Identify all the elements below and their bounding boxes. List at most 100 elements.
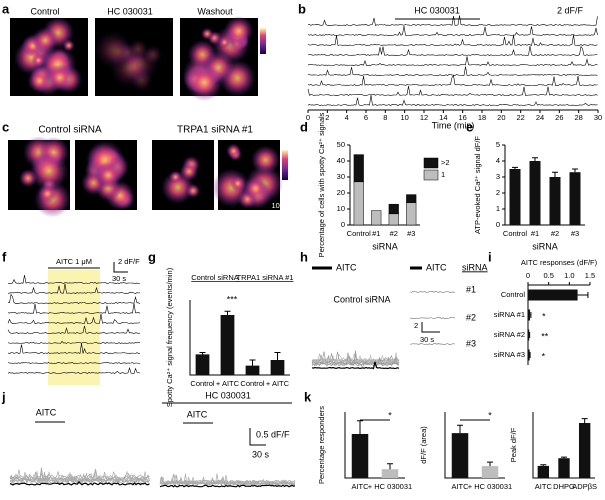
scale-label: 30 s <box>252 449 270 459</box>
x-axis-label: Time (min) <box>432 120 475 130</box>
scale-label: 2 dF/F <box>118 257 140 266</box>
row-label: #3 <box>466 338 476 348</box>
y-tick-label: 20 <box>337 188 345 197</box>
x-tick-label: 26 <box>555 113 563 122</box>
error-bar <box>457 424 463 434</box>
trace <box>7 325 141 334</box>
y-tick-label: 0 <box>341 220 345 229</box>
x-tick-label: 8 <box>383 113 387 122</box>
panel-letter: e <box>466 119 473 134</box>
trace <box>307 25 598 36</box>
trace <box>307 86 598 96</box>
bar <box>569 172 581 225</box>
x-tick-label: Control <box>503 229 528 238</box>
y-tick-label: 2 <box>496 188 500 197</box>
panel-letter: h <box>300 249 308 264</box>
x-tick-label: AITC <box>451 482 469 491</box>
y-axis-label: Peak dF/F <box>509 427 518 462</box>
y-tick-label: 4 <box>496 156 500 165</box>
trace <box>9 469 150 482</box>
bar <box>578 423 591 478</box>
trace <box>307 34 598 46</box>
cell-blob <box>179 162 199 181</box>
panel-letter: d <box>300 119 308 134</box>
trace <box>9 467 150 480</box>
trace <box>7 340 141 344</box>
x-tick-label: Control <box>240 379 265 388</box>
trace <box>7 293 141 304</box>
x-tick-label: #1 <box>531 229 539 238</box>
scale-bar <box>421 322 440 333</box>
cell-blob <box>31 53 46 68</box>
x-tick-label: + HC 030031 <box>468 482 512 491</box>
scale-label: 2 dF/F <box>557 5 584 15</box>
row-label: #2 <box>466 312 476 322</box>
x-tick-label: 4 <box>345 113 349 122</box>
bar <box>537 465 550 478</box>
panel-letter: g <box>148 249 156 264</box>
y-tick-label: 3 <box>496 172 500 181</box>
scale-bar <box>113 262 128 273</box>
scale-label: 0.5 dF/F <box>256 429 290 439</box>
scale-bar <box>249 428 266 446</box>
error-bar <box>572 168 578 173</box>
bar <box>220 315 235 375</box>
trace <box>307 56 598 66</box>
y-tick-label: 30 <box>337 172 345 181</box>
panel-letter: a <box>2 1 10 16</box>
y-tick-label: 0 <box>496 220 500 229</box>
x-tick-label: 12 <box>420 113 428 122</box>
x-tick-label: 14 <box>439 113 447 122</box>
bar-segment <box>371 210 382 226</box>
bar <box>549 177 561 225</box>
bar <box>529 161 541 225</box>
legend-swatch <box>423 157 439 169</box>
x-tick-label: 0 <box>306 113 310 122</box>
cell-blob <box>186 183 201 198</box>
scale-label: 20 μm <box>262 71 283 80</box>
drug-label: HC 030031 <box>414 5 460 15</box>
drug-label: HC 030031 <box>205 390 251 400</box>
error-bar <box>512 166 518 169</box>
y-axis-label: ATP-evoked Ca²⁺ signal dF/F <box>473 136 482 234</box>
x-tick-label: 20 <box>497 113 505 122</box>
legend-label: >2 <box>441 158 450 167</box>
bar <box>528 329 530 341</box>
y-axis-label: Percentage of cells with spotty Ca²⁺ sig… <box>317 112 326 257</box>
x-tick-label: + AITC <box>266 379 290 388</box>
x-axis-label: siRNA <box>532 241 558 251</box>
bar-segment <box>388 203 399 215</box>
trace <box>307 74 598 86</box>
trace <box>307 15 598 26</box>
y-axis-label: dF/F (area) <box>419 426 428 464</box>
x-tick-label: AITC <box>351 482 369 491</box>
error-bar <box>199 352 206 355</box>
group-label: siRNA <box>462 262 488 272</box>
x-tick-label: AITC <box>535 482 553 491</box>
panel-letter: j <box>1 389 6 404</box>
cell-blob <box>185 63 224 102</box>
x-tick-label: 6 <box>364 113 368 122</box>
annotation: ** <box>541 331 549 341</box>
y-tick-label: 50 <box>337 140 345 149</box>
x-tick-label: #2 <box>390 229 398 238</box>
stimulus-label: AITC <box>426 262 447 272</box>
group-label: Control siRNA <box>191 273 239 282</box>
bar-segment <box>406 194 417 203</box>
x-tick-label: 1.5 <box>585 271 595 280</box>
image-label: HC 030031 <box>107 6 153 16</box>
trace <box>9 471 150 483</box>
x-tick-label: + HC 030031 <box>368 482 412 491</box>
trace <box>7 362 141 364</box>
chart-title: AITC responses (dF/F) <box>521 258 598 267</box>
x-tick-label: 28 <box>574 113 582 122</box>
error-bar <box>577 292 589 298</box>
trace <box>7 283 141 294</box>
image-label: Control siRNA <box>38 125 102 136</box>
trace <box>7 366 141 374</box>
error-bar <box>581 418 588 423</box>
annotation: * <box>488 410 492 420</box>
group-label: Control siRNA <box>333 294 390 304</box>
bar <box>270 360 285 375</box>
cell-blob <box>169 170 182 184</box>
